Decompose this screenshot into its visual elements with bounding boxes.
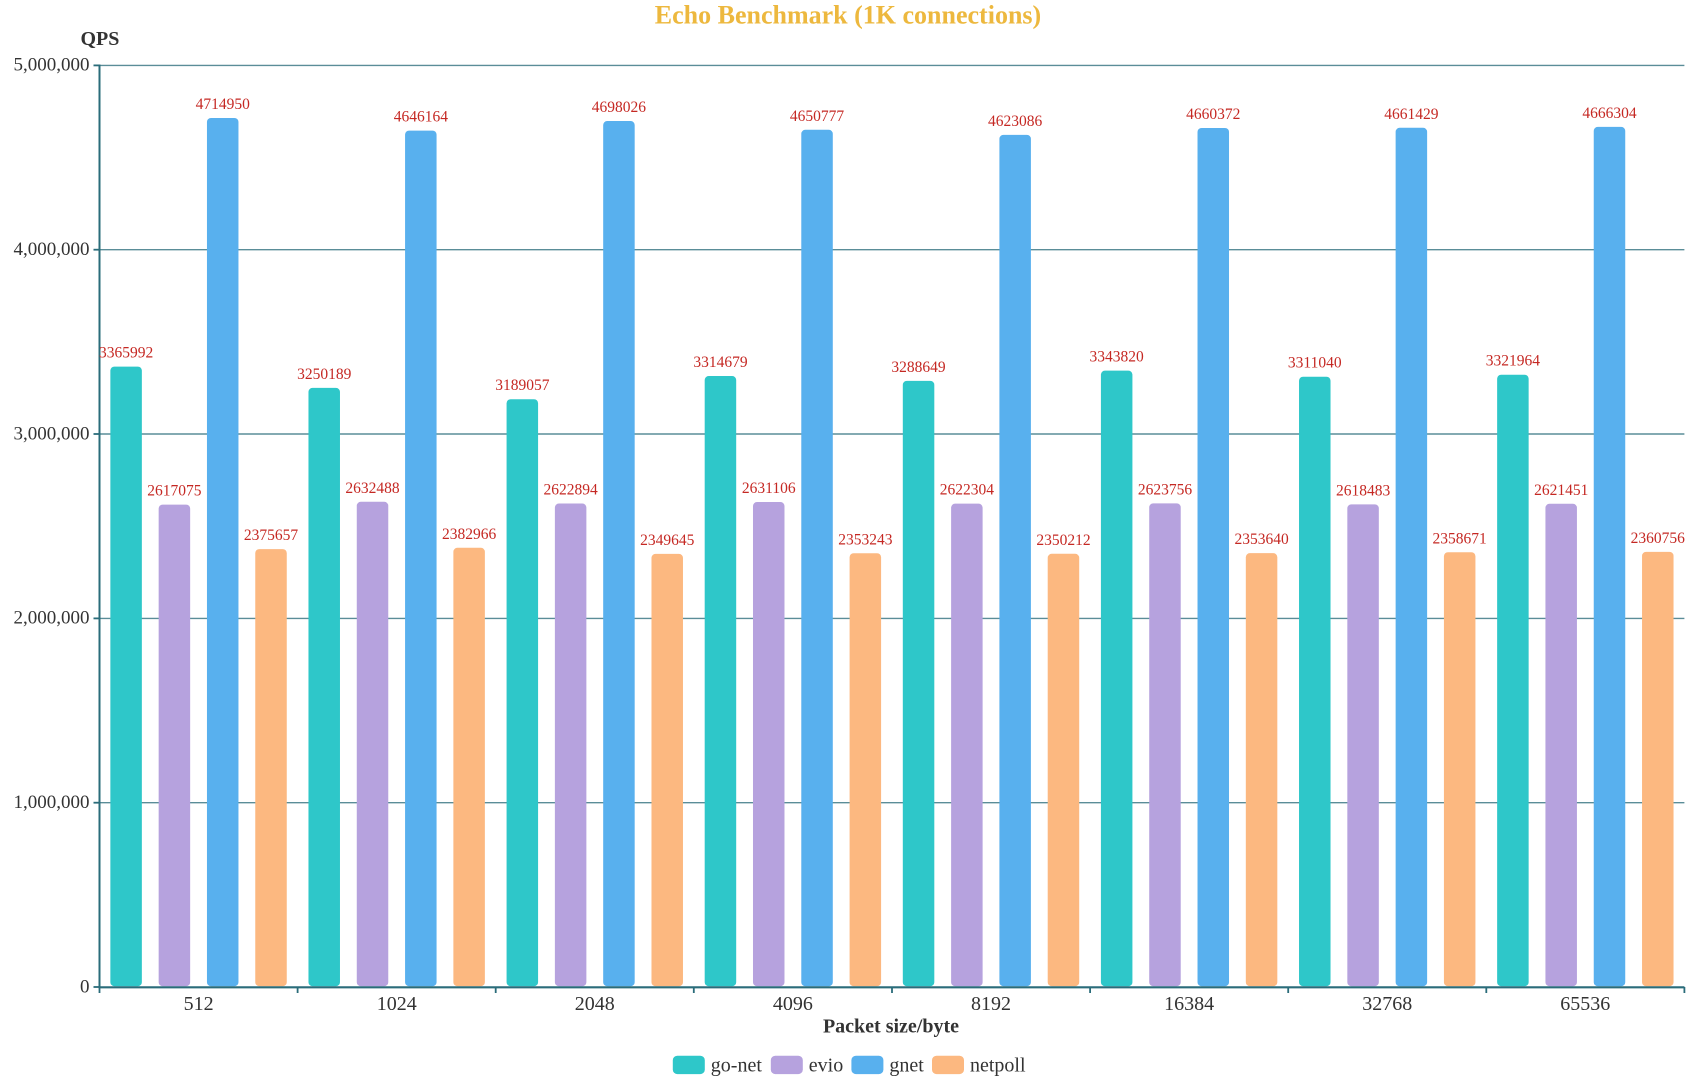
svg-text:4650777: 4650777 <box>790 108 845 125</box>
svg-text:3314679: 3314679 <box>693 354 748 371</box>
svg-text:2360756: 2360756 <box>1631 530 1686 547</box>
svg-text:4660372: 4660372 <box>1186 106 1240 123</box>
svg-text:1,000,000: 1,000,000 <box>14 792 90 813</box>
svg-text:5,000,000: 5,000,000 <box>14 55 90 76</box>
svg-text:2632488: 2632488 <box>345 480 400 497</box>
svg-text:3321964: 3321964 <box>1486 353 1541 370</box>
svg-text:2617075: 2617075 <box>147 483 202 500</box>
svg-text:2382966: 2382966 <box>442 526 497 543</box>
svg-text:3343820: 3343820 <box>1090 349 1145 366</box>
svg-text:2618483: 2618483 <box>1336 482 1391 499</box>
svg-text:3189057: 3189057 <box>495 377 550 394</box>
svg-text:2048: 2048 <box>575 993 615 1015</box>
svg-text:512: 512 <box>184 993 214 1015</box>
svg-text:evio: evio <box>809 1055 843 1077</box>
svg-text:1024: 1024 <box>377 993 417 1015</box>
svg-text:3,000,000: 3,000,000 <box>14 423 90 444</box>
svg-text:32768: 32768 <box>1362 993 1412 1015</box>
svg-text:8192: 8192 <box>971 993 1011 1015</box>
svg-text:4623086: 4623086 <box>988 113 1043 130</box>
svg-text:4698026: 4698026 <box>592 99 647 116</box>
svg-text:3365992: 3365992 <box>99 345 153 362</box>
svg-text:4666304: 4666304 <box>1582 105 1637 122</box>
svg-text:2621451: 2621451 <box>1534 482 1588 499</box>
svg-text:0: 0 <box>80 976 90 997</box>
svg-text:2353243: 2353243 <box>838 531 893 548</box>
svg-text:2353640: 2353640 <box>1234 531 1289 548</box>
svg-text:2631106: 2631106 <box>742 480 796 497</box>
svg-text:65536: 65536 <box>1560 993 1610 1015</box>
svg-text:2623756: 2623756 <box>1138 481 1193 498</box>
svg-text:2349645: 2349645 <box>640 532 695 549</box>
svg-text:2350212: 2350212 <box>1036 532 1090 549</box>
svg-text:16384: 16384 <box>1164 993 1214 1015</box>
svg-text:QPS: QPS <box>81 28 120 50</box>
svg-text:2622894: 2622894 <box>544 482 599 499</box>
svg-text:4646164: 4646164 <box>394 109 449 126</box>
svg-text:2358671: 2358671 <box>1433 530 1487 547</box>
svg-text:4714950: 4714950 <box>196 96 251 113</box>
svg-text:2,000,000: 2,000,000 <box>14 608 90 629</box>
svg-text:4661429: 4661429 <box>1384 106 1439 123</box>
svg-text:4096: 4096 <box>773 993 813 1015</box>
svg-text:4,000,000: 4,000,000 <box>14 239 90 260</box>
svg-text:2622304: 2622304 <box>940 482 995 499</box>
svg-text:netpoll: netpoll <box>970 1055 1026 1077</box>
svg-text:3250189: 3250189 <box>297 366 352 383</box>
svg-text:Echo Benchmark (1K connections: Echo Benchmark (1K connections) <box>655 1 1041 30</box>
svg-text:3288649: 3288649 <box>891 359 946 376</box>
svg-text:3311040: 3311040 <box>1288 355 1342 372</box>
svg-text:gnet: gnet <box>889 1055 924 1077</box>
svg-text:2375657: 2375657 <box>244 527 299 544</box>
svg-text:go-net: go-net <box>711 1055 763 1077</box>
svg-text:Packet size/byte: Packet size/byte <box>823 1016 959 1038</box>
